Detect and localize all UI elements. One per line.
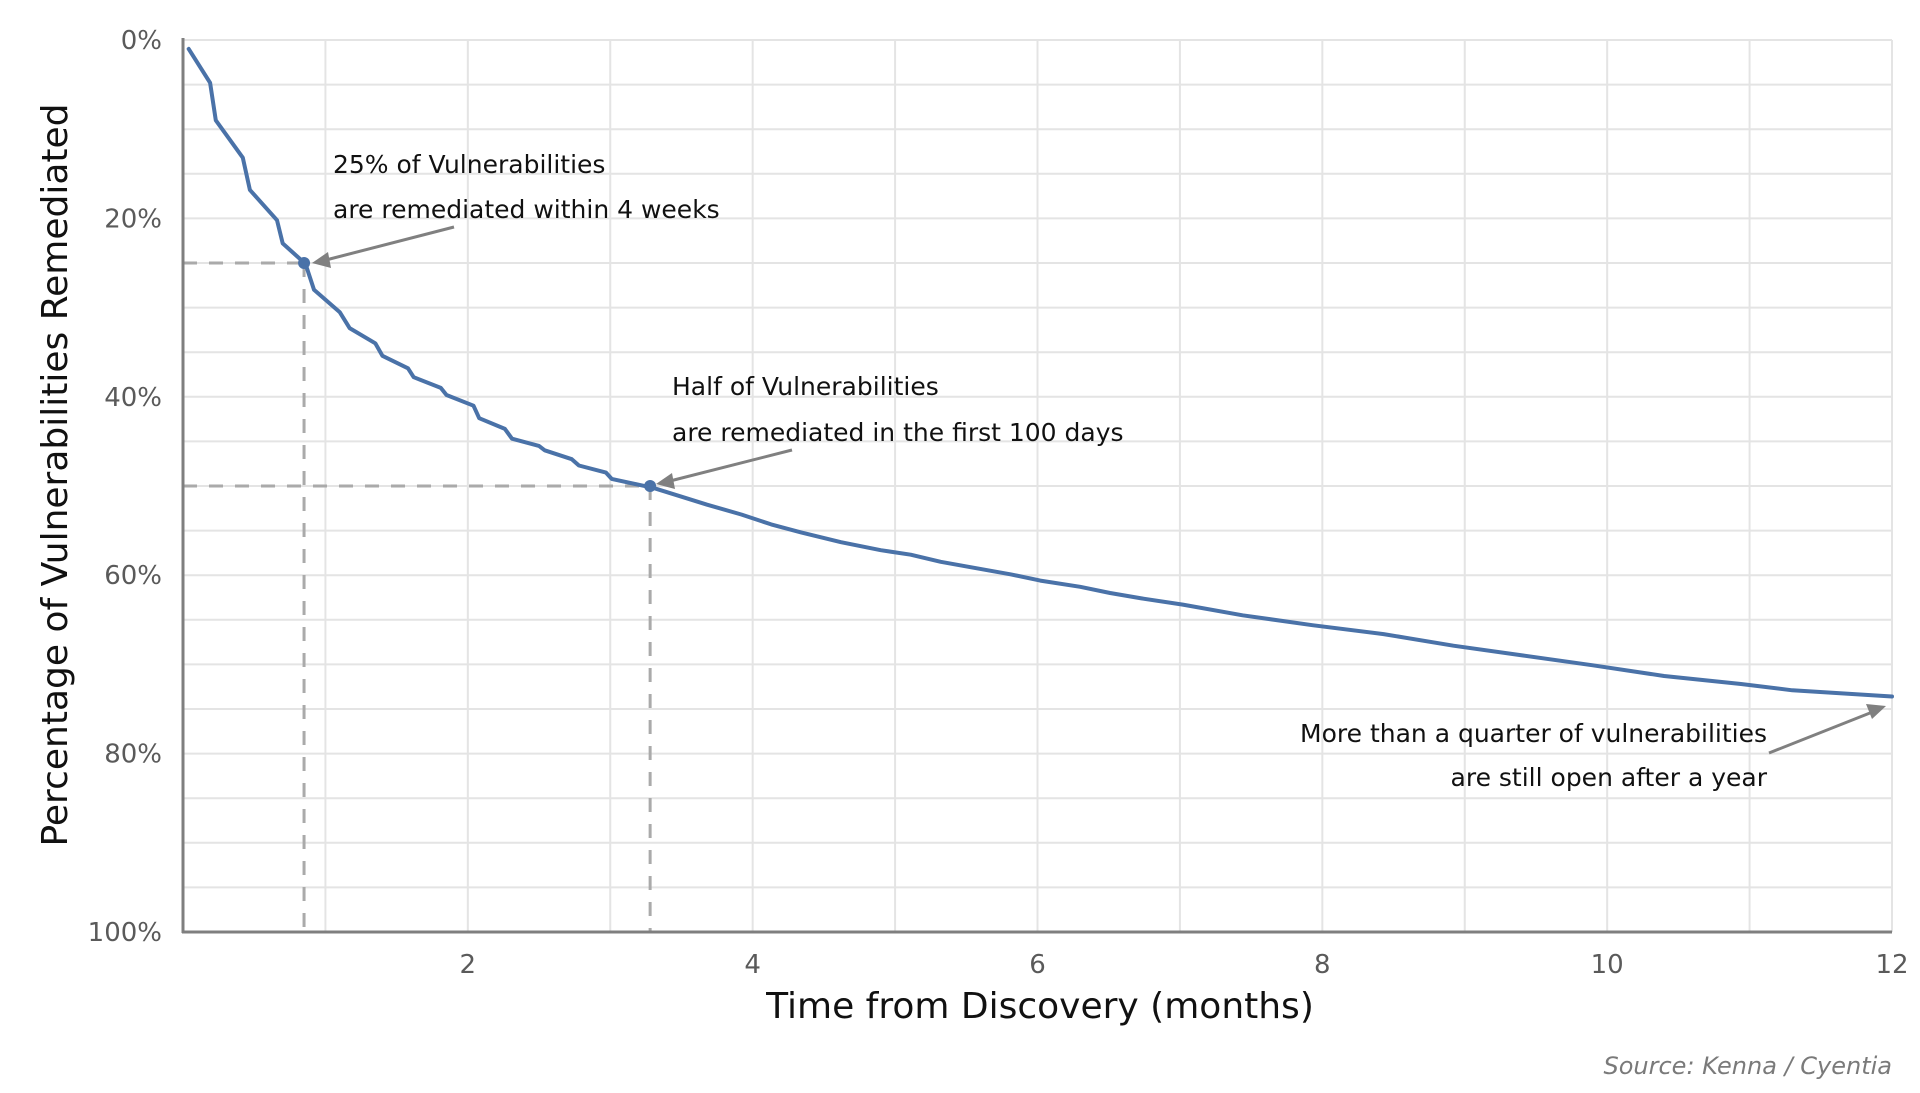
annotation-50-line-2: are remediated in the first 100 days <box>672 418 1124 447</box>
y-tick-label: 0% <box>121 26 162 56</box>
annotation-year: More than a quarter of vulnerabilities a… <box>1300 704 1886 792</box>
reference-lines <box>183 261 652 932</box>
y-tick-label: 100% <box>88 918 162 948</box>
x-tick-label: 8 <box>1314 950 1331 980</box>
reference-points <box>298 257 657 492</box>
y-tick-labels: 0% 20% 40% 60% 80% 100% <box>88 26 162 948</box>
x-tick-label: 6 <box>1029 950 1046 980</box>
annotation-year-line-2: are still open after a year <box>1451 763 1768 792</box>
arrow-icon <box>665 448 793 484</box>
gridlines <box>183 39 1893 933</box>
reference-dot <box>298 257 311 269</box>
y-axis-title: Percentage of Vulnerabilities Remediated <box>35 103 76 846</box>
arrowhead-icon <box>312 252 331 268</box>
y-tick-label: 20% <box>104 204 162 234</box>
x-tick-label: 12 <box>1875 950 1908 980</box>
arrowhead-icon <box>1866 704 1886 719</box>
axes <box>181 38 1892 934</box>
x-tick-labels: 2 4 6 8 10 12 <box>460 950 1909 980</box>
x-tick-label: 10 <box>1591 950 1624 980</box>
y-tick-label: 80% <box>104 740 162 770</box>
annotation-25-line-1: 25% of Vulnerabilities <box>333 150 605 179</box>
annotation-50-line-1: Half of Vulnerabilities <box>672 372 939 401</box>
remediation-curve <box>186 46 1894 699</box>
x-axis-title: Time from Discovery (months) <box>765 986 1314 1027</box>
arrowhead-icon <box>656 473 675 489</box>
annotation-25-percent: 25% of Vulnerabilities are remediated wi… <box>312 150 720 268</box>
y-tick-label: 40% <box>104 383 162 413</box>
annotation-year-line-1: More than a quarter of vulnerabilities <box>1300 719 1767 748</box>
x-tick-label: 2 <box>460 950 477 980</box>
annotation-25-line-2: are remediated within 4 weeks <box>333 195 720 224</box>
arrow-icon <box>321 225 455 263</box>
annotation-50-percent: Half of Vulnerabilities are remediated i… <box>656 372 1124 489</box>
x-tick-label: 4 <box>744 950 761 980</box>
source-note: Source: Kenna / Cyentia <box>1603 1052 1892 1080</box>
arrow-icon <box>1768 709 1876 755</box>
y-tick-label: 60% <box>104 561 162 591</box>
reference-dot <box>644 480 657 492</box>
